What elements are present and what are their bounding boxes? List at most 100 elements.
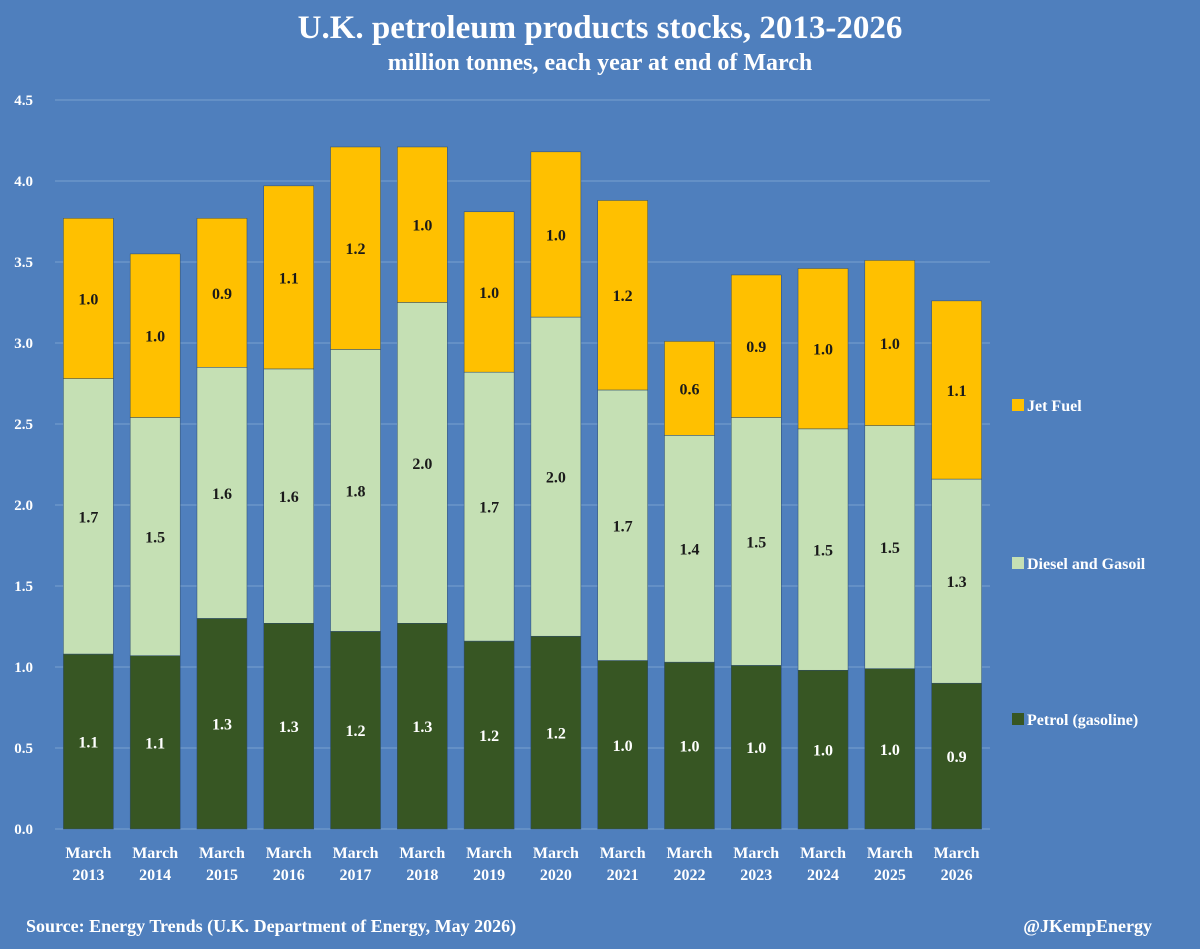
bar-segment — [63, 218, 114, 379]
data-label: 1.1 — [947, 383, 967, 400]
bar-segment — [63, 378, 114, 655]
bar-segment — [397, 623, 448, 830]
y-tick-label: 4.5 — [14, 93, 33, 109]
x-tick-label: 2026 — [941, 867, 973, 884]
data-label: 1.2 — [479, 728, 499, 745]
bar-segment — [63, 653, 114, 830]
data-label: 1.0 — [813, 743, 833, 760]
bar-segment — [864, 260, 916, 426]
bar-segment — [597, 200, 648, 391]
bar-segment — [597, 660, 648, 830]
bar-segment — [263, 623, 314, 830]
data-label: 2.0 — [412, 456, 432, 473]
y-tick-label: 2.0 — [14, 498, 33, 514]
bar-segment — [664, 341, 715, 436]
bar-segment — [330, 349, 381, 632]
bar-segment — [397, 146, 448, 303]
data-label: 0.9 — [947, 749, 967, 766]
data-label: 1.1 — [145, 735, 165, 752]
data-label: 1.0 — [145, 329, 165, 346]
data-label: 1.0 — [746, 740, 766, 757]
bar-segment — [196, 618, 248, 830]
data-label: 1.5 — [880, 540, 900, 557]
bar-segment — [731, 417, 782, 666]
x-tick-label: 2021 — [607, 867, 639, 884]
data-label: 1.1 — [78, 735, 98, 752]
data-label: 1.3 — [947, 574, 967, 591]
data-label: 1.2 — [346, 241, 366, 258]
data-label: 1.2 — [546, 726, 566, 743]
bar-segment — [530, 635, 582, 830]
data-label: 1.6 — [212, 486, 232, 503]
data-label: 1.7 — [479, 500, 499, 517]
x-tick-label: March — [533, 845, 579, 862]
data-label: 1.2 — [613, 288, 633, 305]
data-label: 1.0 — [78, 291, 98, 308]
bar-segment — [129, 655, 181, 830]
x-tick-label: 2016 — [273, 867, 305, 884]
x-tick-label: March — [65, 845, 111, 862]
chart-subtitle: million tonnes, each year at end of Marc… — [387, 50, 813, 76]
data-label: 0.9 — [212, 286, 232, 303]
x-tick-label: 2025 — [874, 867, 906, 884]
chart-title: U.K. petroleum products stocks, 2013-202… — [297, 10, 903, 46]
data-label: 1.0 — [613, 738, 633, 755]
bar-segment — [731, 274, 782, 418]
data-label: 0.6 — [679, 381, 699, 398]
data-label: 1.6 — [279, 489, 299, 506]
bar-segment — [463, 371, 515, 642]
data-label: 1.0 — [679, 739, 699, 756]
y-tick-label: 3.0 — [14, 336, 33, 352]
data-label: 0.9 — [746, 339, 766, 356]
bar-segment — [931, 682, 982, 830]
y-tick-label: 4.0 — [14, 174, 33, 190]
author-handle: @JKempEnergy — [1023, 916, 1152, 936]
x-tick-label: 2015 — [206, 867, 238, 884]
bar-segment — [864, 668, 916, 830]
x-tick-label: March — [934, 845, 980, 862]
data-label: 1.8 — [346, 483, 366, 500]
bar-segment — [330, 631, 381, 830]
data-label: 1.0 — [813, 342, 833, 359]
data-label: 1.7 — [613, 518, 633, 535]
x-tick-label: March — [466, 845, 512, 862]
bar-segment — [196, 367, 248, 619]
y-tick-label: 0.0 — [14, 822, 33, 838]
bar-segment — [530, 316, 582, 637]
x-tick-label: 2022 — [673, 867, 705, 884]
x-tick-label: March — [132, 845, 178, 862]
x-tick-label: March — [667, 845, 713, 862]
x-tick-label: 2024 — [807, 867, 839, 884]
data-label: 1.2 — [346, 723, 366, 740]
data-label: 1.0 — [479, 285, 499, 302]
bar-segment — [263, 368, 314, 624]
bar-segment — [263, 185, 314, 370]
data-label: 1.0 — [880, 742, 900, 759]
bar-segment — [530, 151, 582, 318]
legend-label: Jet Fuel — [1027, 398, 1082, 415]
bar-segment — [931, 300, 982, 480]
x-tick-label: March — [800, 845, 846, 862]
bar-segment — [797, 428, 849, 671]
bar-segment — [931, 478, 982, 684]
data-label: 1.0 — [880, 336, 900, 353]
data-label: 1.5 — [813, 543, 833, 560]
data-label: 2.0 — [546, 470, 566, 487]
bar-segment — [129, 253, 181, 418]
bar-segment — [864, 425, 916, 669]
data-label: 1.3 — [279, 719, 299, 736]
data-label: 1.0 — [412, 218, 432, 235]
bar-segment — [330, 146, 381, 350]
legend-swatch — [1012, 399, 1024, 411]
y-tick-label: 1.0 — [14, 660, 33, 676]
x-tick-label: 2020 — [540, 867, 572, 884]
legend-swatch — [1012, 557, 1024, 569]
bar-segment — [129, 417, 181, 656]
data-label: 1.7 — [78, 509, 98, 526]
x-tick-label: March — [600, 845, 646, 862]
x-tick-label: 2013 — [72, 867, 104, 884]
x-tick-label: 2018 — [406, 867, 438, 884]
x-tick-label: March — [199, 845, 245, 862]
bar-segment — [731, 665, 782, 830]
data-label: 1.3 — [412, 719, 432, 736]
